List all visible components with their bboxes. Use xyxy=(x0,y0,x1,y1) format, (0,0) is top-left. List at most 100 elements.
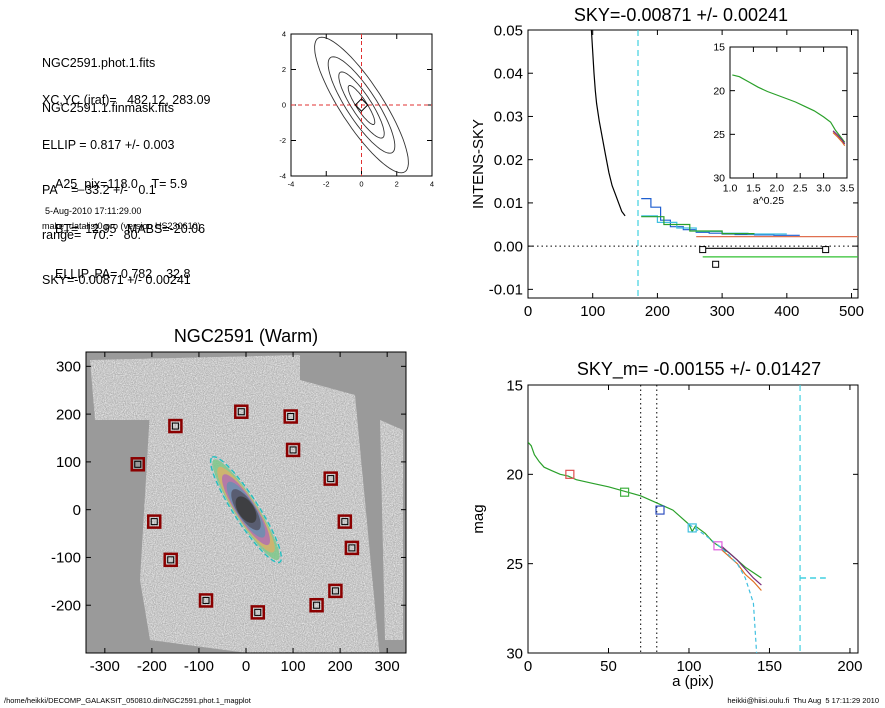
inset-series-line xyxy=(832,132,846,147)
param-ellip-pa: ELLIP, PA= 0.782 32.8 xyxy=(55,267,191,281)
image-panel: NGC2591 (Warm) -300 -200 -100 0 100 200 300 300 2… xyxy=(51,326,407,675)
y-tick-label: -4 xyxy=(279,172,286,181)
x-tick-label: 100 xyxy=(676,658,701,675)
y-tick-label: 30 xyxy=(506,645,523,662)
y-tick-label: 0.01 xyxy=(494,195,523,212)
sky-box-inner xyxy=(331,587,339,595)
fit-params: XC,YC (iraf)= 482.12, 283.09 ELLIP = 0.8… xyxy=(42,63,211,303)
sky-box-inner xyxy=(348,544,356,552)
file-names: NGC2591.phot.1.fits NGC2591.1.finmask.fi… xyxy=(42,26,174,131)
sky-panel: SKY=-0.00871 +/- 0.00241 0 100 200 300 400 500… xyxy=(470,5,864,320)
y-tick-label: -0.01 xyxy=(489,282,523,299)
sky-series-group xyxy=(590,30,858,258)
y-tick-label: 0 xyxy=(282,101,286,110)
x-tick-label: 200 xyxy=(837,658,862,675)
y-axis-label: mag xyxy=(470,504,487,533)
sky-box xyxy=(283,409,298,424)
sky-box xyxy=(285,442,301,458)
inset-series-line xyxy=(732,74,846,143)
sky-box xyxy=(234,404,249,419)
x-tick-label: 2.5 xyxy=(793,183,808,195)
x-tick-label: 100 xyxy=(281,658,306,675)
contour-panel: -4 -2 0 2 4 4 2 0 -2 -4 xyxy=(279,30,434,189)
sky-box-inner xyxy=(289,446,297,454)
param-sky: SKY=-0.00871 +/- 0.00241 xyxy=(42,273,191,287)
profile-marker xyxy=(713,541,723,551)
sky-point xyxy=(699,246,707,254)
y-tick-label: 0.05 xyxy=(494,22,523,39)
sky-box-inner xyxy=(313,601,321,609)
sky-box-inner xyxy=(287,413,295,420)
image-title: NGC2591 (Warm) xyxy=(174,326,318,346)
sky-box xyxy=(328,583,343,599)
profile-marker xyxy=(565,469,575,479)
profile-panel: SKY_m= -0.00155 +/- 0.01427 0 50 100 150 200 1… xyxy=(470,359,862,690)
x-tick-label: 400 xyxy=(774,303,799,320)
sky-box xyxy=(130,457,146,472)
galaxy-isophote xyxy=(235,496,257,523)
x-tick-label: 0 xyxy=(524,658,532,675)
x-tick-label: 2.0 xyxy=(769,183,784,195)
contour-line xyxy=(327,56,396,154)
y-tick-label: 200 xyxy=(56,406,81,423)
x-tick-label: 50 xyxy=(600,658,617,675)
y-tick-label: 15 xyxy=(713,42,725,54)
x-tick-label: 0 xyxy=(242,658,250,675)
sky-box xyxy=(250,605,266,620)
sky-point xyxy=(712,260,720,268)
x-tick-label: 4 xyxy=(430,180,434,189)
x-tick-label: -200 xyxy=(137,658,167,675)
sky-box xyxy=(198,593,214,608)
inset-series-line xyxy=(832,130,846,145)
x-tick-label: -300 xyxy=(90,658,120,675)
param-center: XC,YC (iraf)= 482.12, 283.09 xyxy=(42,93,211,107)
y-tick-label: -100 xyxy=(51,550,81,567)
y-tick-label: 0.03 xyxy=(494,109,523,126)
y-tick-label: -2 xyxy=(279,136,286,145)
sky-box-inner xyxy=(341,518,349,526)
plot-frame xyxy=(527,29,859,299)
x-tick-label: 1.5 xyxy=(746,183,761,195)
x-tick-label: -4 xyxy=(288,180,295,189)
x-tick-label: 300 xyxy=(375,658,400,675)
profile-series-line xyxy=(688,523,758,653)
sky-series-line xyxy=(641,216,755,235)
contour-line xyxy=(314,36,409,174)
sky-box xyxy=(168,418,183,434)
footer-path: /home/heikki/DECOMP_GALAKSIT_050810.dir/… xyxy=(4,696,251,705)
profile-marker xyxy=(655,505,665,515)
x-tick-label: 500 xyxy=(839,303,864,320)
sky-series-line xyxy=(641,198,800,236)
footer-user: heikki@hiisi.oulu.fi Thu Aug 5 17:11:29 … xyxy=(727,696,879,705)
sky-title: SKY=-0.00871 +/- 0.00241 xyxy=(574,5,788,25)
galaxy-params: A25_pix=118.0 T= 5.9 BT= 12.95 MABS=-20.… xyxy=(55,147,205,297)
sky-box xyxy=(344,540,360,556)
x-axis-label: a (pix) xyxy=(672,673,714,690)
sky-box-inner xyxy=(327,475,335,483)
x-tick-label: 2 xyxy=(395,180,399,189)
y-tick-label: 30 xyxy=(713,173,725,185)
x-tick-label: 200 xyxy=(328,658,353,675)
fit-ellipse xyxy=(209,456,283,564)
y-tick-label: 25 xyxy=(713,129,725,141)
file-name-mask: NGC2591.1.finmask.fits xyxy=(42,101,174,115)
profile-series-line xyxy=(720,548,762,591)
profile-title: SKY_m= -0.00155 +/- 0.01427 xyxy=(577,359,821,380)
y-tick-label: 100 xyxy=(56,454,81,471)
param-range: range= 70.- 80. xyxy=(42,228,142,242)
plot-frame xyxy=(527,384,859,654)
x-tick-label: -2 xyxy=(323,180,330,189)
sky-series-line xyxy=(590,30,626,217)
plot-frame xyxy=(729,46,848,179)
run-date: 5-Aug-2010 17:11:29.00 xyxy=(45,206,142,216)
sky-box xyxy=(323,471,338,486)
profile-marker xyxy=(687,523,697,533)
x-tick-label: 3.0 xyxy=(816,183,831,195)
galaxy-group xyxy=(209,456,283,564)
sky-box-inner xyxy=(150,518,158,526)
y-tick-label: 0.04 xyxy=(494,65,523,82)
x-tick-label: 1.0 xyxy=(723,183,738,195)
sky-box-inner xyxy=(167,556,175,564)
sky-box-inner xyxy=(237,408,245,416)
